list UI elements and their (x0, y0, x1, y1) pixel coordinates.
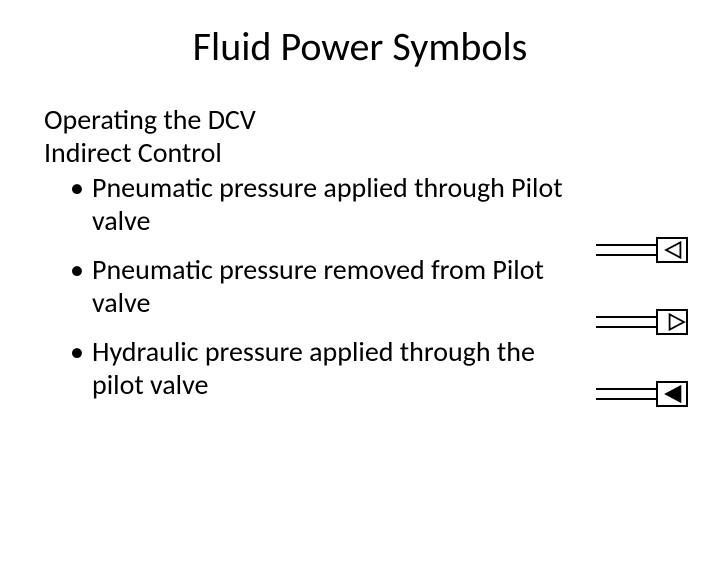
list-item: Pneumatic pressure applied through Pilot… (70, 171, 570, 237)
subtitle-line-2: Indirect Control (44, 136, 700, 169)
list-item: Hydraulic pressure applied through the p… (70, 335, 570, 401)
subtitle-line-1: Operating the DCV (44, 103, 700, 136)
symbol-hydraulic-applied (596, 376, 688, 412)
page-title: Fluid Power Symbols (0, 22, 720, 71)
symbol-pneumatic-removed (596, 304, 688, 340)
symbol-pneumatic-applied (596, 232, 688, 268)
list-item: Pneumatic pressure removed from Pilot va… (70, 253, 570, 319)
symbol-column (596, 232, 688, 412)
